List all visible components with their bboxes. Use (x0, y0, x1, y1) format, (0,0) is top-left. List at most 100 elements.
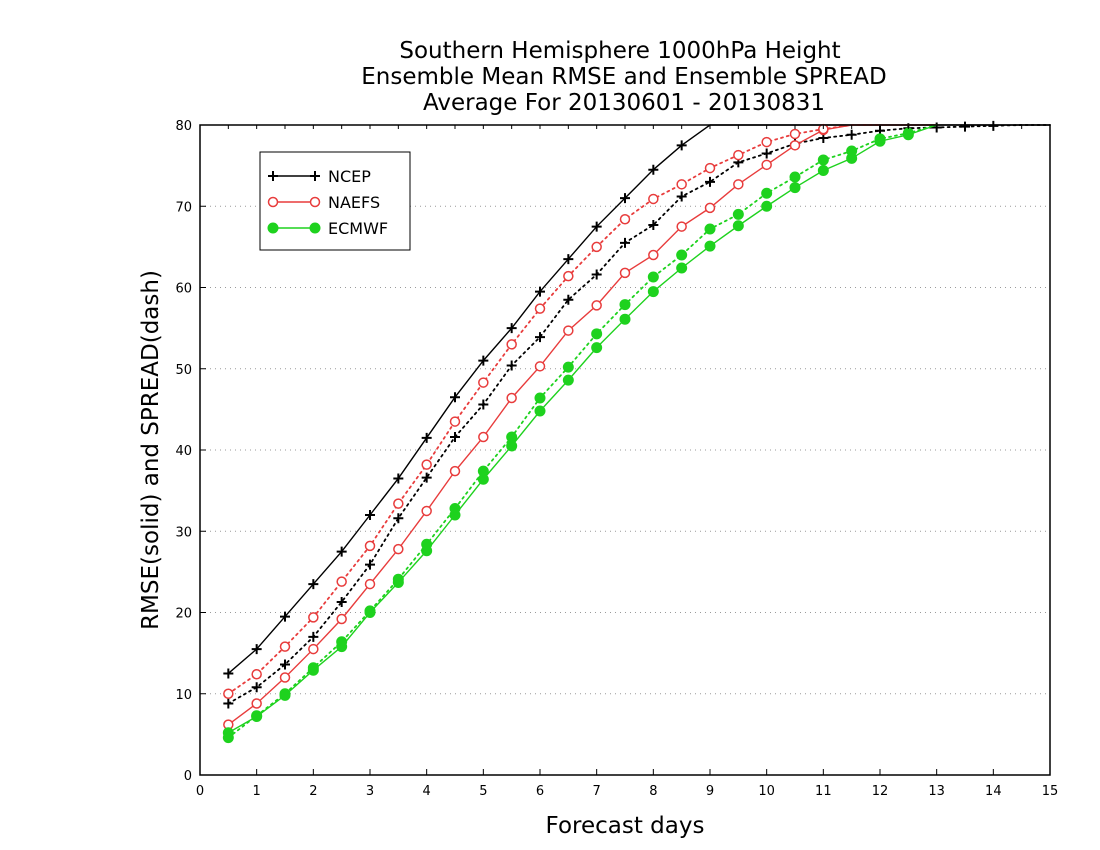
data-point-ecmwf-rmse (789, 182, 801, 194)
y-tick-label: 70 (175, 200, 192, 215)
data-point-ecmwf-spread (336, 636, 348, 648)
x-tick-label: 2 (309, 784, 317, 799)
data-point-ecmwf-spread (251, 710, 263, 722)
legend-entry-naefs: NAEFS (267, 193, 380, 212)
data-point-naefs-spread (223, 688, 234, 699)
data-point-ncep-rmse (308, 579, 319, 590)
x-axis-ticks: 0 1 2 3 4 5 6 7 8 9 10 11 12 13 14 15 (196, 125, 1058, 799)
data-point-ncep-spread (676, 191, 687, 202)
data-point-naefs-rmse (619, 267, 631, 279)
data-point-ncep-spread (648, 219, 659, 230)
data-point-ncep-spread (336, 596, 347, 607)
series-layer (222, 120, 1051, 744)
x-tick-label: 3 (366, 784, 374, 799)
x-tick-label: 11 (815, 784, 832, 799)
data-point-ecmwf-spread (846, 145, 858, 157)
data-point-ncep-spread (308, 631, 319, 642)
data-point-ecmwf-spread (279, 688, 291, 700)
data-point-naefs-rmse (336, 613, 347, 625)
legend-box (259, 151, 411, 251)
data-point-ncep-rmse (535, 286, 545, 297)
x-tick-label: 1 (253, 784, 261, 799)
data-point-ncep-rmse (393, 473, 404, 484)
data-point-ecmwf-spread (449, 503, 461, 514)
data-point-naefs-spread (506, 339, 517, 350)
data-point-naefs-rmse (676, 221, 687, 232)
data-point-ncep-spread (393, 513, 404, 524)
data-point-ncep-spread (846, 129, 857, 140)
data-point-ncep-spread (223, 698, 234, 709)
data-point-ecmwf-spread (591, 328, 603, 340)
data-point-naefs-spread (789, 128, 801, 140)
x-tick-label: 13 (928, 784, 945, 799)
data-point-naefs-spread (393, 498, 404, 509)
data-point-ecmwf-rmse (704, 240, 716, 252)
data-point-ncep-rmse (648, 164, 659, 175)
data-point-ecmwf-spread (619, 299, 631, 311)
data-point-ecmwf-rmse (534, 405, 546, 417)
y-tick-label: 20 (175, 607, 192, 622)
data-point-ncep-spread (535, 332, 545, 343)
series-ncep-spread (223, 120, 1051, 709)
data-point-naefs-spread (279, 641, 291, 652)
data-point-naefs-spread (336, 576, 347, 587)
legend-marker (309, 196, 321, 208)
data-point-naefs-spread (251, 669, 262, 680)
data-point-ecmwf-spread (421, 538, 433, 550)
legend-marker (310, 171, 320, 181)
y-tick-label: 60 (175, 282, 192, 297)
y-axis-label: RMSE(solid) and SPREAD(dash) (138, 270, 164, 630)
data-point-naefs-spread (421, 459, 432, 470)
legend-marker (267, 196, 279, 208)
x-tick-label: 15 (1042, 784, 1059, 799)
data-point-naefs-spread (364, 540, 376, 552)
data-point-ecmwf-spread (817, 154, 829, 166)
legend-entry-ncep: NCEP (268, 167, 371, 186)
data-point-naefs-rmse (478, 431, 489, 443)
data-point-ncep-rmse (563, 254, 574, 265)
data-point-ecmwf-spread (477, 465, 489, 477)
data-point-ncep-spread (620, 237, 630, 248)
x-axis-label: Forecast days (546, 813, 705, 839)
y-tick-label: 50 (175, 363, 192, 378)
data-point-ncep-spread (506, 360, 517, 371)
data-point-ecmwf-spread (506, 431, 518, 443)
y-tick-label: 0 (184, 769, 192, 784)
data-point-ecmwf-rmse (647, 286, 659, 298)
legend-entry-ecmwf: ECMWF (267, 219, 388, 238)
data-point-ecmwf-spread (676, 249, 688, 261)
data-point-ncep-rmse (365, 510, 375, 520)
data-point-ncep-rmse (280, 611, 290, 622)
x-tick-label: 8 (649, 784, 657, 799)
data-point-ecmwf-spread (307, 662, 319, 674)
data-point-ecmwf-spread (392, 573, 404, 585)
legend-marker (309, 222, 321, 234)
data-point-naefs-rmse (393, 543, 404, 555)
data-point-ncep-rmse (251, 644, 262, 655)
data-point-ncep-spread (705, 176, 715, 187)
x-tick-label: 6 (536, 784, 544, 799)
y-tick-label: 10 (175, 688, 192, 703)
data-point-ncep-rmse (223, 668, 234, 679)
data-point-ncep-rmse (506, 323, 517, 334)
x-tick-label: 10 (758, 784, 775, 799)
data-point-ncep-rmse (421, 432, 432, 443)
legend-marker (267, 222, 279, 234)
data-point-naefs-rmse (534, 361, 546, 372)
data-point-ecmwf-spread (704, 223, 716, 235)
data-point-ncep-spread (280, 659, 290, 670)
data-point-naefs-spread (478, 377, 489, 388)
data-point-naefs-rmse (789, 140, 801, 151)
data-point-naefs-spread (676, 179, 687, 190)
y-tick-label: 80 (175, 119, 192, 134)
data-point-naefs-rmse (761, 159, 772, 171)
series-line-ecmwf-spread (227, 124, 938, 739)
data-point-naefs-spread (704, 162, 716, 174)
data-point-ncep-spread (421, 472, 432, 483)
data-point-naefs-rmse (648, 249, 659, 261)
data-point-naefs-rmse (506, 392, 517, 404)
y-axis-ticks: 0 10 20 30 40 50 60 70 80 (175, 119, 206, 784)
data-point-naefs-rmse (563, 325, 574, 336)
data-point-ncep-rmse (450, 392, 460, 403)
